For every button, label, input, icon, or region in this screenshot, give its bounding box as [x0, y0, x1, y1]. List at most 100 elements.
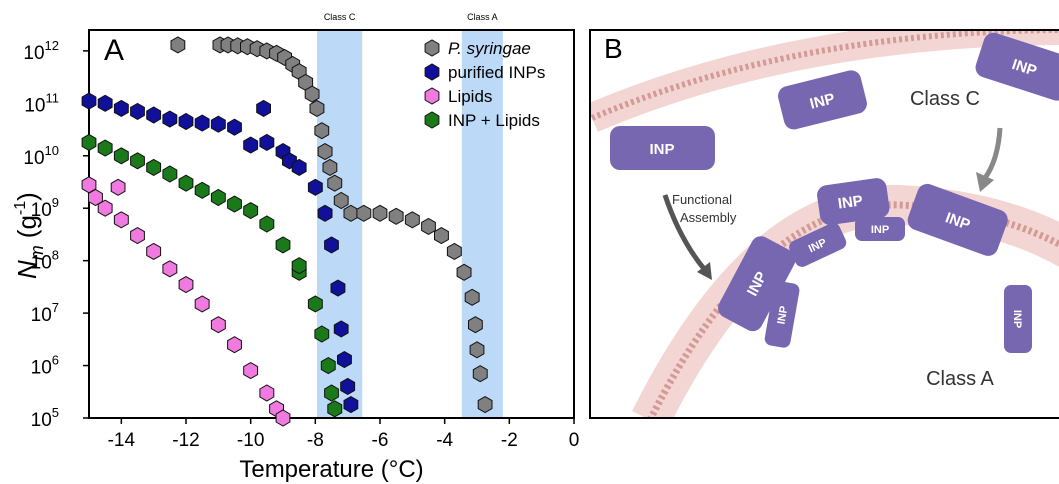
point	[162, 260, 178, 278]
y-tick-label: 105	[31, 405, 59, 431]
y-tick-label: 1010	[23, 143, 59, 169]
point	[304, 85, 320, 103]
point	[97, 139, 113, 157]
diagram: INP INP INP INP INP INP INP INP INP INP …	[591, 31, 1059, 417]
y-tick-base: 10	[31, 358, 52, 379]
legend-marker	[424, 111, 440, 129]
protein: INP	[789, 222, 847, 267]
protein: INP	[778, 70, 867, 130]
y-tick-exponent: 10	[45, 143, 59, 158]
point	[314, 325, 330, 343]
y-tick-base: 10	[24, 95, 45, 116]
point	[259, 215, 275, 233]
point	[227, 195, 242, 213]
y-label-subscript: m	[27, 245, 47, 260]
protein: INP	[610, 126, 715, 170]
point	[130, 227, 145, 245]
y-tick-label: 1012	[23, 38, 59, 64]
y-tick-exponent: 5	[52, 405, 59, 420]
x-tick-label: -6	[372, 430, 389, 451]
point	[146, 106, 162, 124]
membrane	[591, 31, 1059, 121]
point	[468, 316, 483, 334]
y-label-exponent: -1	[12, 201, 29, 215]
point	[81, 92, 97, 110]
point	[343, 396, 359, 414]
protein-label: INP	[775, 305, 790, 325]
point	[343, 204, 359, 222]
y-tick-base: 10	[23, 148, 44, 169]
x-tick-label: -14	[108, 430, 136, 451]
protein: INP	[1004, 285, 1032, 353]
y-tick-label: 106	[31, 353, 59, 379]
point	[227, 118, 242, 136]
protein-label: INP	[808, 90, 836, 113]
annotation: Assembly	[680, 210, 737, 225]
point	[256, 99, 271, 117]
point	[194, 181, 210, 199]
y-tick-base: 10	[31, 305, 52, 326]
point	[464, 288, 480, 306]
point	[337, 351, 352, 369]
point	[146, 158, 162, 176]
point	[146, 242, 162, 260]
y-tick-base: 10	[31, 410, 52, 431]
y-tick-exponent: 6	[52, 353, 59, 368]
band-label: Class A	[467, 12, 498, 22]
y-tick-base: 10	[31, 253, 52, 274]
protein-label: INP	[1010, 56, 1039, 80]
point	[113, 99, 129, 117]
point	[88, 188, 103, 207]
point	[469, 341, 485, 359]
point	[275, 236, 291, 254]
legend-label: INP + Lipids	[448, 111, 540, 130]
y-tick-base: 10	[31, 200, 52, 221]
y-tick-label: 109	[31, 195, 59, 221]
point	[275, 409, 291, 427]
point	[372, 204, 388, 222]
y-tick-exponent: 7	[52, 300, 59, 315]
band	[316, 30, 363, 418]
x-tick-label: -12	[172, 430, 199, 451]
point	[259, 133, 275, 151]
legend-label: Lipids	[448, 87, 492, 106]
arrow-head	[697, 262, 712, 280]
x-tick-label: -2	[501, 430, 518, 451]
point	[317, 204, 333, 222]
point	[194, 295, 210, 313]
point	[330, 279, 346, 297]
point	[210, 188, 226, 207]
point	[327, 400, 343, 418]
chart-a: Class C Class A10510610710810910101011101…	[12, 12, 579, 483]
point	[434, 227, 449, 245]
point	[307, 295, 323, 313]
x-tick-label: -10	[237, 430, 264, 451]
arrow	[982, 127, 1003, 180]
x-tick-label: -8	[307, 430, 324, 451]
protein: INP	[718, 236, 796, 332]
point	[162, 165, 178, 183]
point	[324, 384, 339, 402]
point	[314, 122, 330, 140]
point	[472, 365, 488, 383]
point	[162, 110, 178, 128]
point	[333, 320, 349, 338]
y-tick-exponent: 11	[46, 90, 60, 105]
point	[456, 263, 472, 281]
point	[194, 114, 210, 132]
panel-label: A	[104, 34, 124, 67]
protein-label: INP	[649, 141, 674, 158]
point	[322, 158, 338, 176]
legend-label: purified INPs	[448, 63, 545, 82]
point	[291, 158, 307, 176]
point	[404, 211, 420, 229]
point	[243, 136, 259, 154]
point	[291, 257, 307, 275]
annotation: Functional	[672, 192, 732, 207]
y-tick-label: 107	[31, 300, 59, 326]
protein-label: INP	[871, 224, 889, 236]
plot-frame	[88, 29, 575, 419]
point	[113, 211, 129, 229]
point	[178, 112, 194, 131]
